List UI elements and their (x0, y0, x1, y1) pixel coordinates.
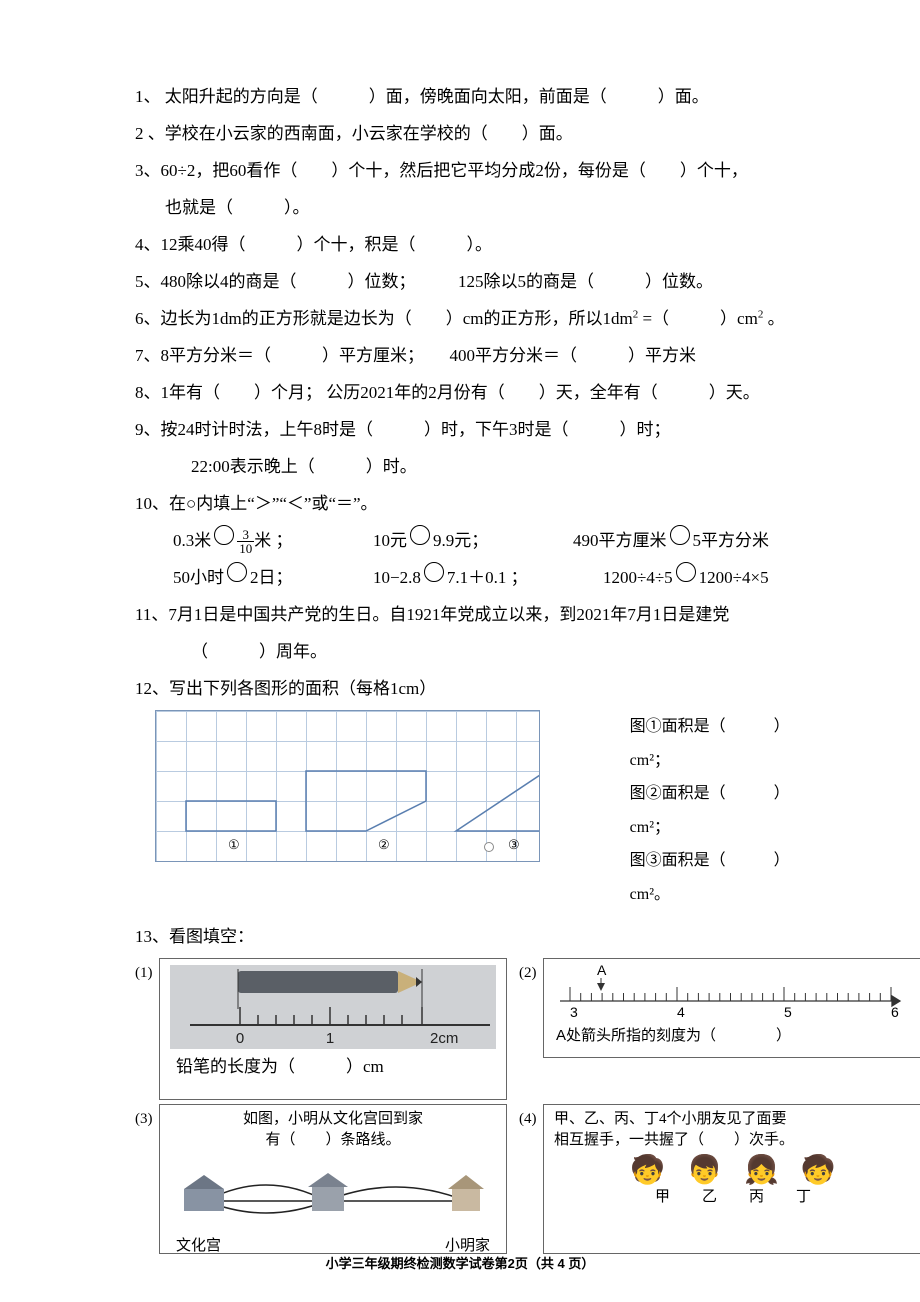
q13-idx4: (4) (519, 1104, 543, 1134)
kid-name: 甲 (655, 1187, 670, 1208)
q9-line1: 9、按24时计时法，上午8时是（ ）时，下午3时是（ ）时； (135, 413, 800, 447)
kids-icons: 🧒 👦 👧 🧒 (550, 1157, 916, 1185)
compare-circle-icon (424, 562, 444, 582)
q6-b: =（ ）cm (638, 309, 758, 328)
q13-b3-l2: 有（ ）条路线。 (166, 1130, 500, 1151)
q10-r2b: 10−2.8 (373, 561, 421, 595)
compare-circle-icon (410, 525, 430, 545)
q10-r1b2: 9.9元； (433, 524, 488, 558)
q11-line1: 11、7月1日是中国共产党的生日。自1921年党成立以来，到2021年7月1日是… (135, 598, 800, 632)
compare-circle-icon (676, 562, 696, 582)
q10-r2a: 50小时 (173, 561, 224, 595)
kid-name: 丙 (749, 1187, 764, 1208)
shape-label-1: ① (228, 832, 240, 858)
q10-r2a2: 2日； (250, 561, 293, 595)
kid-name: 乙 (702, 1187, 717, 1208)
kid-names: 甲 乙 丙 丁 (550, 1187, 916, 1208)
q13-panel-4: (4) 甲、乙、丙、丁4个小朋友见了面要 相互握手，一共握了（ ）次手。 🧒 👦… (519, 1104, 920, 1254)
q10-r1c: 490平方厘米 (573, 524, 667, 558)
svg-text:5: 5 (784, 1004, 792, 1019)
q3-line1: 3、60÷2，把60看作（ ）个十，然后把它平均分成2份，每份是（ ）个十， (135, 154, 800, 188)
kid-name: 丁 (796, 1187, 811, 1208)
pencil-ruler-diagram: 0 1 2cm (170, 965, 496, 1049)
q13-box-numberline: A 3 4 5 6 (543, 958, 920, 1058)
compare-circle-icon (227, 562, 247, 582)
kid-icon: 🧒 (630, 1157, 665, 1185)
q3-line2: 也就是（ ）。 (135, 191, 800, 225)
center-dot-icon (484, 842, 494, 852)
q12-figure-row: ① ② ③ 图①面积是（ ）cm²； 图②面积是（ ）cm²； 图③面积是（ ）… (135, 710, 800, 912)
q12-a2: 图②面积是（ ）cm²； (630, 777, 800, 844)
svg-text:3: 3 (570, 1004, 578, 1019)
page-footer: 小学三年级期终检测数学试卷第2页（共 4 页） (0, 1253, 920, 1272)
q13-b4-l1: 甲、乙、丙、丁4个小朋友见了面要 (550, 1109, 916, 1130)
q12-a3: 图③面积是（ ）cm²。 (630, 844, 800, 911)
q10-row1: 0.3米 310 米 ； 10元 9.9元； 490平方厘米 5平方分米 (135, 524, 800, 558)
q13-panel-2: (2) A 3 4 5 6 (519, 958, 920, 1100)
routes-svg (166, 1151, 502, 1229)
kid-icon: 🧒 (801, 1157, 836, 1185)
q13-box-pencil: 0 1 2cm 铅笔的长度为（ ）cm (159, 958, 507, 1100)
q6: 6、边长为1dm的正方形就是边长为（ ）cm的正方形，所以1dm2 =（ ）cm… (135, 302, 800, 336)
q10-head: 10、在○内填上“＞”“＜”或“＝”。 (135, 487, 800, 521)
shape-label-3: ③ (508, 832, 520, 858)
q13-idx2: (2) (519, 958, 543, 988)
q13-panel-3: (3) 如图，小明从文化宫回到家 有（ ）条路线。 (135, 1104, 507, 1254)
q6-c: 。 (763, 309, 784, 328)
q11-line2: （ ）周年。 (135, 635, 800, 669)
q10-r1c2: 5平方分米 (693, 524, 770, 558)
fraction: 310 (237, 528, 254, 555)
page: 1、 太阳升起的方向是（ ）面，傍晚面向太阳，前面是（ ）面。 2 、学校在小云… (0, 0, 920, 1302)
svg-text:1: 1 (326, 1030, 334, 1047)
svg-text:4: 4 (677, 1004, 685, 1019)
q13-box-handshake: 甲、乙、丙、丁4个小朋友见了面要 相互握手，一共握了（ ）次手。 🧒 👦 👧 🧒… (543, 1104, 920, 1254)
kid-icon: 👦 (687, 1157, 722, 1185)
q10-r2c: 1200÷4÷5 (603, 561, 673, 595)
q12-answers: 图①面积是（ ）cm²； 图②面积是（ ）cm²； 图③面积是（ ）cm²。 (630, 710, 800, 912)
q12-grid-diagram: ① ② ③ (155, 710, 540, 862)
q7: 7、8平方分米＝（ ）平方厘米； 400平方分米＝（ ）平方米 (135, 339, 800, 373)
q13-idx1: (1) (135, 958, 159, 988)
q13-b3-l1: 如图，小明从文化宫回到家 (166, 1109, 500, 1130)
q6-a: 6、边长为1dm的正方形就是边长为（ ）cm的正方形，所以1dm (135, 309, 633, 328)
q13-b1-caption: 铅笔的长度为（ ）cm (166, 1055, 500, 1079)
q12-head: 12、写出下列各图形的面积（每格1cm） (135, 672, 800, 706)
svg-text:6: 6 (891, 1004, 899, 1019)
q13-box-routes: 如图，小明从文化宫回到家 有（ ）条路线。 (159, 1104, 507, 1254)
q1: 1、 太阳升起的方向是（ ）面，傍晚面向太阳，前面是（ ）面。 (135, 80, 800, 114)
q12-a1: 图①面积是（ ）cm²； (630, 710, 800, 777)
shape-label-2: ② (378, 832, 390, 858)
q13-row2: (3) 如图，小明从文化宫回到家 有（ ）条路线。 (135, 1104, 800, 1254)
q13-row1: (1) (135, 958, 800, 1100)
q13-panel-1: (1) (135, 958, 507, 1100)
q2: 2 、学校在小云家的西南面，小云家在学校的（ ）面。 (135, 117, 800, 151)
q10-row2: 50小时 2日； 10−2.8 7.1＋0.1 ； 1200÷4÷5 1200÷… (135, 561, 800, 595)
compare-circle-icon (670, 525, 690, 545)
numberline-svg: A 3 4 5 6 (550, 963, 916, 1019)
svg-text:2cm: 2cm (430, 1030, 458, 1047)
compare-circle-icon (214, 525, 234, 545)
q10-r1a-right: 米 ； (254, 524, 292, 558)
svg-text:0: 0 (236, 1030, 244, 1047)
svg-text:A: A (597, 963, 607, 978)
q9-line2: 22:00表示晚上（ ）时。 (135, 450, 800, 484)
q8: 8、1年有（ ）个月； 公历2021年的2月份有（ ）天，全年有（ ）天。 (135, 376, 800, 410)
q5: 5、480除以4的商是（ ）位数； 125除以5的商是（ ）位数。 (135, 265, 800, 299)
q13-head: 13、看图填空： (135, 920, 800, 954)
q12-shapes-svg (156, 711, 540, 861)
q10-r1b: 10元 (373, 524, 407, 558)
kid-icon: 👧 (744, 1157, 779, 1185)
q13-b4-l2: 相互握手，一共握了（ ）次手。 (550, 1130, 916, 1151)
q13-b2-caption: A处箭头所指的刻度为（ ） (550, 1025, 916, 1046)
q4: 4、12乘40得（ ）个十，积是（ ）。 (135, 228, 800, 262)
q10-r1a-left: 0.3米 (173, 524, 211, 558)
q13-idx3: (3) (135, 1104, 159, 1134)
q10-r2c2: 1200÷4×5 (699, 561, 769, 595)
q10-r2b2: 7.1＋0.1 ； (447, 561, 528, 595)
